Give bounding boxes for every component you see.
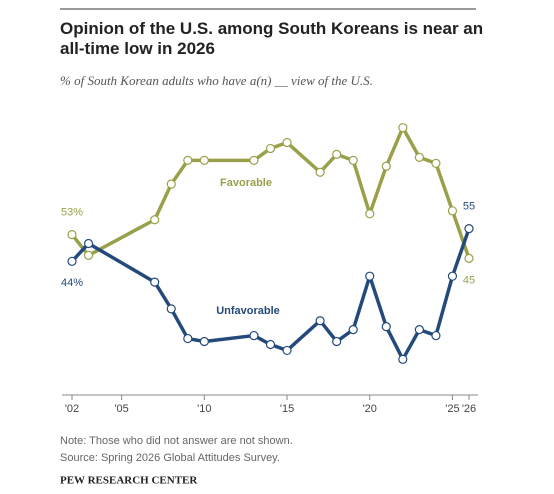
x-tick-label: '25 (445, 403, 459, 415)
point (150, 277, 160, 287)
value-label: 44% (61, 277, 83, 289)
point (199, 336, 209, 347)
point (183, 333, 193, 344)
point (83, 238, 94, 249)
x-tick-label: '02 (65, 403, 79, 415)
point (166, 304, 176, 314)
point (381, 322, 391, 332)
chart-title: Opinion of the U.S. among South Koreans … (60, 19, 483, 58)
value-label: 45 (463, 274, 475, 286)
point (348, 155, 358, 165)
point (464, 224, 474, 234)
point (282, 345, 292, 356)
point (83, 250, 94, 260)
series-label: Unfavorable (216, 305, 280, 317)
point (431, 158, 441, 168)
point (398, 123, 408, 133)
point (348, 325, 358, 335)
x-tick-label: '10 (197, 403, 211, 415)
note: Note: Those who did not answer are not s… (60, 435, 293, 447)
x-tick-label: '26 (462, 403, 476, 415)
point (265, 143, 276, 154)
point (166, 179, 176, 189)
point (431, 330, 441, 341)
point (365, 209, 375, 219)
point (332, 149, 342, 159)
point (414, 152, 424, 162)
point (315, 316, 325, 326)
value-label: 53% (61, 206, 83, 218)
point (315, 167, 325, 177)
point (447, 206, 458, 216)
point (381, 161, 391, 171)
series-line (70, 228, 471, 362)
x-tick-label: '15 (280, 403, 294, 415)
point (414, 325, 424, 335)
point (447, 271, 458, 281)
x-tick-label: '05 (114, 403, 128, 415)
point (265, 339, 276, 350)
x-tick-label: '20 (363, 403, 377, 415)
point (67, 229, 77, 240)
point (365, 271, 375, 281)
footer: PEW RESEARCH CENTER (60, 475, 198, 487)
point (67, 256, 77, 266)
point (332, 336, 342, 347)
point (398, 354, 408, 364)
source: Source: Spring 2026 Global Attitudes Sur… (60, 452, 280, 464)
point (249, 330, 259, 341)
point (282, 137, 292, 148)
chart-subtitle: % of South Korean adults who have a(n) _… (60, 73, 373, 88)
point (199, 155, 209, 165)
point (183, 155, 193, 165)
point (464, 253, 474, 263)
point (150, 215, 160, 225)
series-label: Favorable (220, 177, 272, 189)
value-label: 55 (463, 201, 475, 213)
point (249, 155, 259, 165)
